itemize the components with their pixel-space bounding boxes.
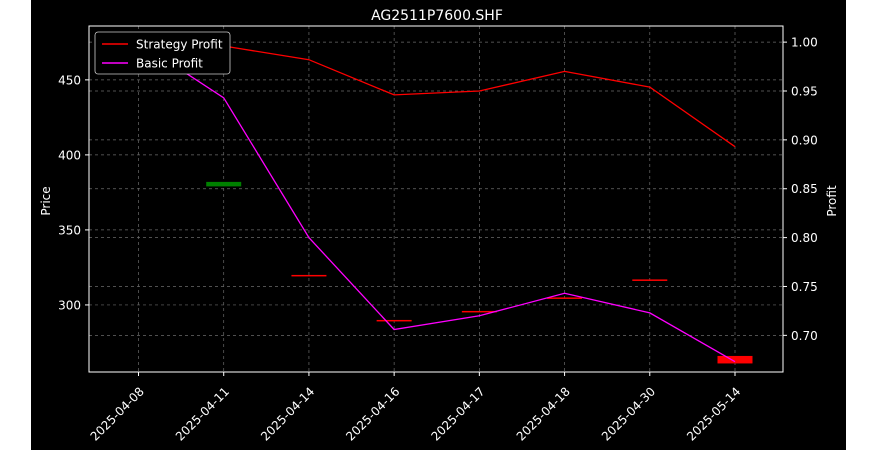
- y2-tick-label: 0.75: [791, 280, 818, 294]
- y2-tick-label: 0.90: [791, 133, 818, 147]
- y2-tick-label: 0.70: [791, 329, 818, 343]
- legend-label: Basic Profit: [136, 57, 203, 71]
- legend-box: [94, 31, 231, 75]
- y-axis-left: 300 350 400 450: [58, 73, 89, 312]
- legend: Strategy Profit Basic Profit: [94, 31, 231, 75]
- y-tick-label: 450: [58, 73, 81, 87]
- candles: [206, 181, 753, 364]
- candle-body: [547, 297, 583, 299]
- legend-label: Strategy Profit: [136, 38, 223, 52]
- y2-tick-label: 0.95: [791, 84, 818, 98]
- series-line: [138, 41, 736, 363]
- candle-body: [717, 355, 753, 364]
- candle-body: [291, 274, 327, 277]
- series-lines: [138, 41, 736, 363]
- chart-background: [31, 0, 846, 450]
- y-tick-label: 400: [58, 148, 81, 162]
- y2-axis-label: Profit: [825, 185, 839, 217]
- y-axis-label: Price: [39, 186, 53, 215]
- y2-tick-label: 0.80: [791, 231, 818, 245]
- plot-frame: [88, 25, 784, 373]
- y2-tick-label: 0.85: [791, 182, 818, 196]
- candle-body: [632, 279, 668, 281]
- y-tick-label: 300: [58, 298, 81, 312]
- candle-body: [206, 181, 242, 187]
- candle-body: [376, 319, 412, 322]
- y-axis-right: 0.70 0.75 0.80 0.85 0.90 0.95 1.00: [783, 36, 818, 343]
- y-tick-label: 350: [58, 223, 81, 237]
- candle-body: [461, 310, 497, 313]
- chart-title: AG2511P7600.SHF: [371, 8, 503, 24]
- series-line: [138, 41, 736, 148]
- y2-tick-label: 1.00: [791, 36, 818, 50]
